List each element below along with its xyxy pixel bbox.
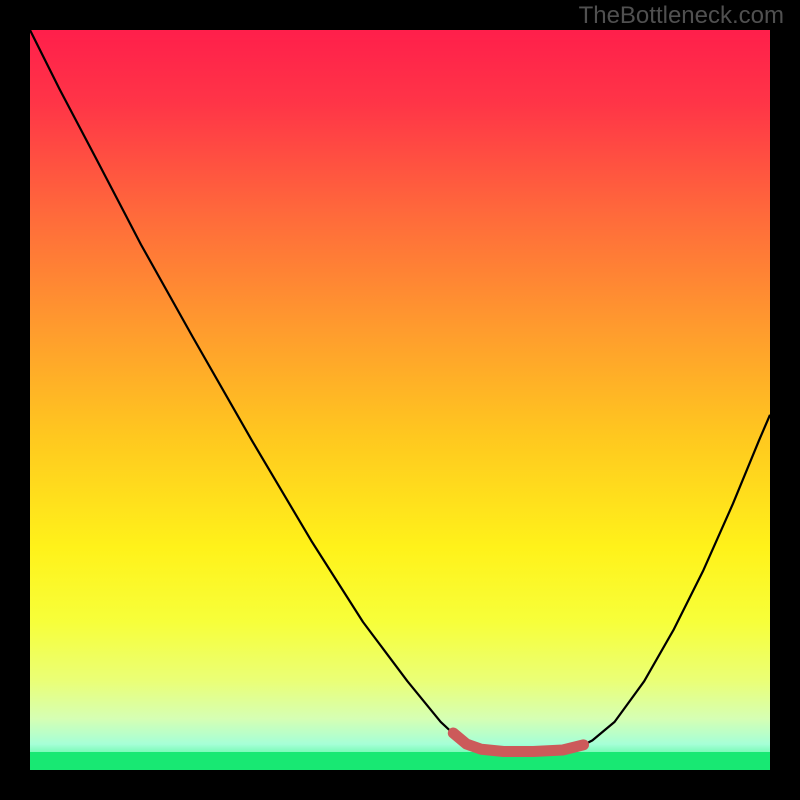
curve-layer [30, 30, 770, 770]
plot-area [30, 30, 770, 770]
plateau-highlight [453, 733, 583, 752]
watermark-text: TheBottleneck.com [579, 2, 784, 30]
bottleneck-curve [30, 30, 770, 753]
